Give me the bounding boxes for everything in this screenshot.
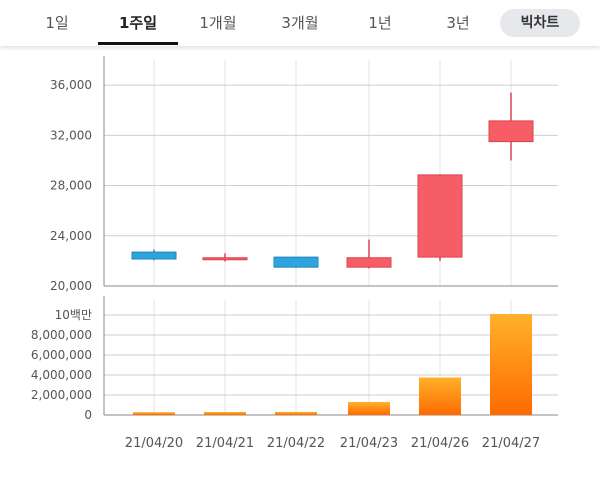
tab-3-years[interactable]: 3년 [446,14,470,32]
volume-bar [490,314,532,415]
date-tick-label: 21/04/23 [340,436,398,451]
candle-body [488,120,534,143]
volume-bar [348,402,390,415]
date-tick-label: 21/04/27 [482,436,540,451]
candle-body [346,257,392,268]
volume-tick-label: 10백만 [55,308,92,322]
volume-tick-label: 8,000,000 [31,328,92,342]
tab-1-year[interactable]: 1년 [368,14,392,32]
price-axis: 20,000 24,000 28,000 32,000 36,000 [50,56,105,293]
period-tab-bar: 1일 1주일 1개월 3개월 1년 3년 빅차트 [0,0,600,46]
date-tick-label: 21/04/21 [196,436,254,451]
date-tick-label: 21/04/20 [125,436,183,451]
volume-bar [275,411,317,415]
tab-3-months[interactable]: 3개월 [281,14,319,32]
volume-tick-label: 2,000,000 [31,388,92,402]
date-axis: 21/04/20 21/04/21 21/04/22 21/04/23 21/04/26… [125,436,540,451]
volume-tick-label: 0 [84,408,92,422]
price-tick-label: 24,000 [50,229,92,243]
candle-body [273,256,319,268]
date-tick-label: 21/04/26 [411,436,469,451]
tab-1-month[interactable]: 1개월 [199,14,237,32]
candle-body [131,251,177,260]
price-tick-label: 36,000 [50,78,92,92]
volume-axis: 0 2,000,000 4,000,000 6,000,000 8,000,000 10백… [31,296,105,422]
volume-grid [104,300,558,416]
candle-body [417,174,463,258]
active-tab-underline [98,42,178,45]
big-chart-button[interactable]: 빅차트 [500,9,580,37]
date-tick-label: 21/04/22 [267,436,325,451]
volume-bar [133,412,175,415]
tab-1-week[interactable]: 1주일 [118,14,158,32]
tab-1-day[interactable]: 1일 [45,14,69,32]
volume-tick-label: 6,000,000 [31,348,92,362]
candlestick-series [131,92,534,269]
price-tick-label: 32,000 [50,128,92,142]
volume-tick-label: 4,000,000 [31,368,92,382]
volume-bar [204,412,246,415]
price-tick-label: 20,000 [50,279,92,293]
volume-bar-series [133,314,532,415]
price-tick-label: 28,000 [50,179,92,193]
candle-body [202,257,248,261]
volume-bar [419,377,461,415]
